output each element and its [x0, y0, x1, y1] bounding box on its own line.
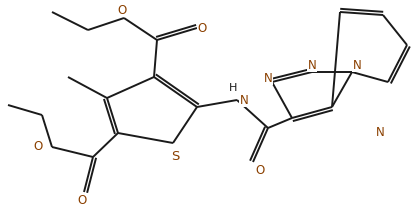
Text: S: S — [171, 150, 179, 164]
Text: H: H — [229, 83, 237, 93]
Text: O: O — [255, 164, 265, 176]
Text: N: N — [376, 127, 385, 139]
Text: N: N — [308, 58, 316, 72]
Text: O: O — [77, 193, 87, 207]
Text: N: N — [263, 72, 273, 84]
Text: O: O — [117, 4, 127, 16]
Text: N: N — [353, 58, 361, 72]
Text: O: O — [197, 22, 206, 35]
Text: N: N — [240, 93, 248, 107]
Text: O: O — [33, 141, 43, 153]
